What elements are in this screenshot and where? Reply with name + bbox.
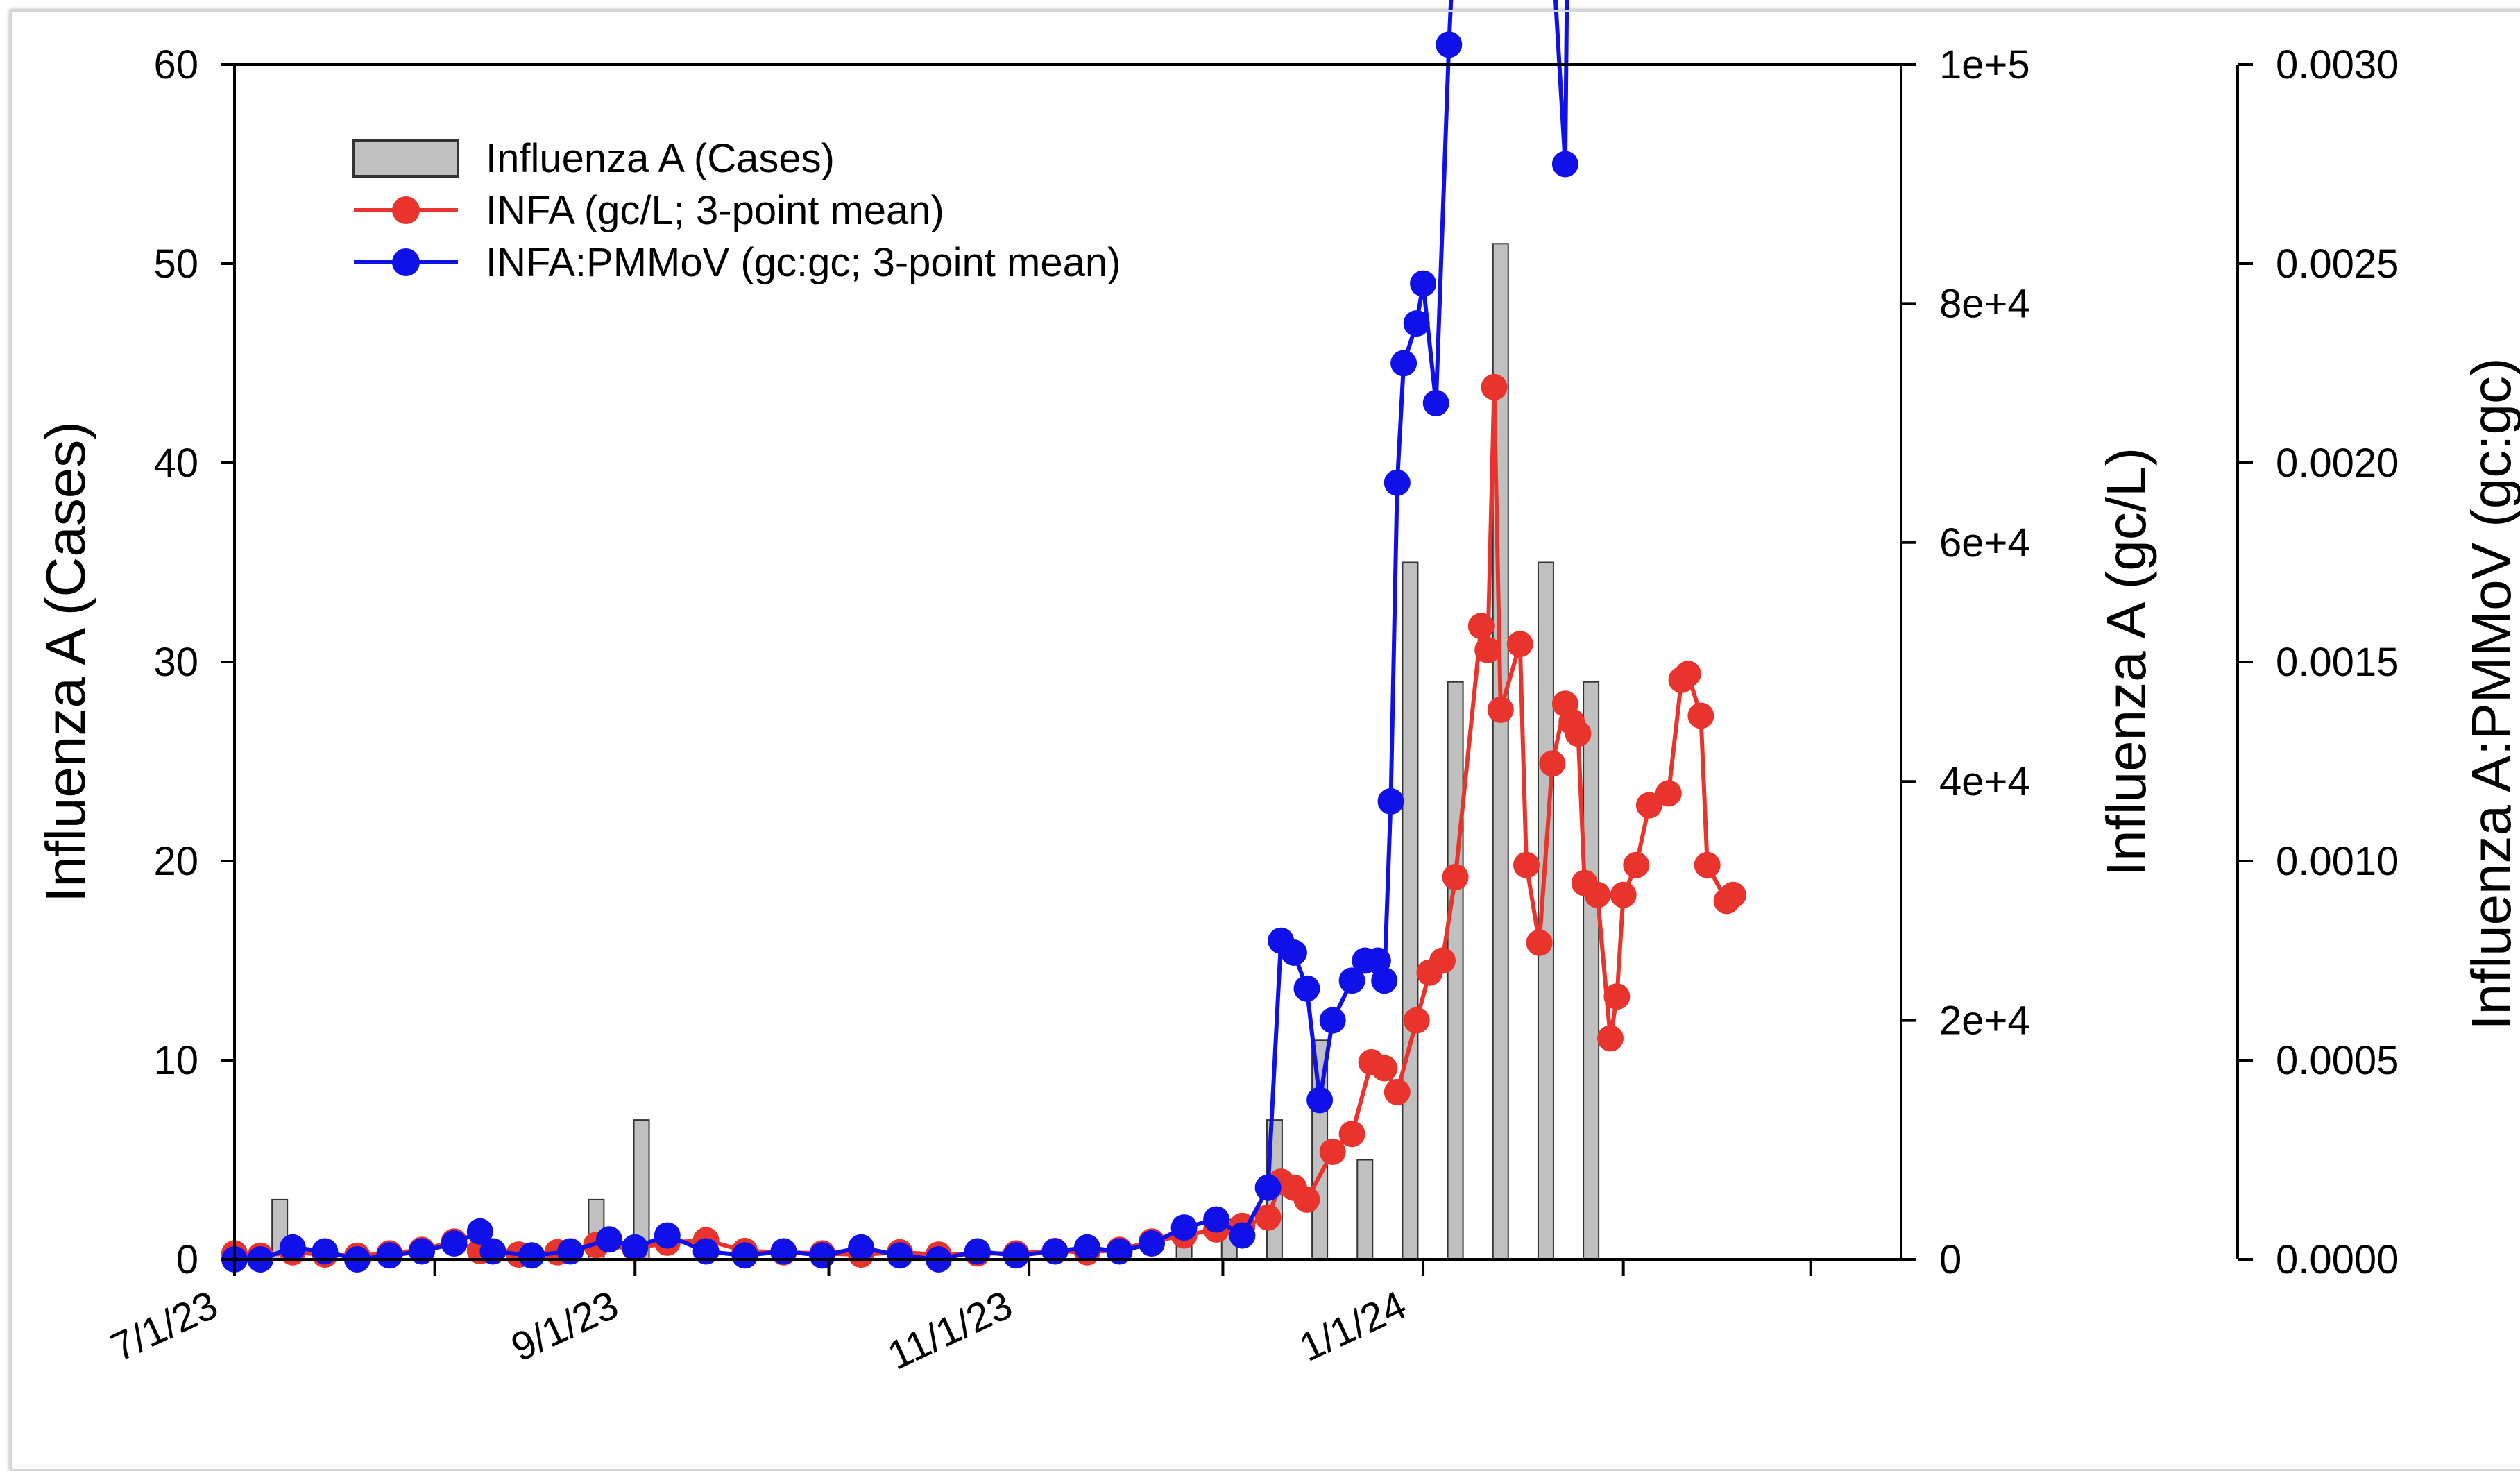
data-point bbox=[1422, 389, 1449, 416]
data-point bbox=[1674, 661, 1701, 688]
y-mid-tick-label: 8e+4 bbox=[1939, 281, 2030, 326]
y-right-tick-label: 0.0030 bbox=[2276, 42, 2399, 87]
y-left-axis-title: Influenza A (Cases) bbox=[35, 421, 96, 903]
data-point bbox=[1603, 983, 1631, 1010]
data-point bbox=[1584, 881, 1611, 908]
y-left-tick-label: 30 bbox=[153, 640, 198, 685]
data-point bbox=[1371, 1055, 1398, 1082]
data-point bbox=[1306, 1087, 1334, 1114]
data-point bbox=[731, 1242, 758, 1269]
data-point bbox=[1364, 947, 1391, 974]
data-point bbox=[1073, 1234, 1100, 1261]
data-point bbox=[1390, 350, 1418, 377]
data-point bbox=[1403, 310, 1430, 337]
data-point bbox=[1338, 967, 1365, 994]
y-left-tick-label: 0 bbox=[176, 1237, 198, 1282]
data-point bbox=[1623, 851, 1650, 878]
data-point bbox=[1293, 975, 1320, 1002]
y-right-axis-title: Influenza A:PMMoV (gc:gc) bbox=[2460, 357, 2520, 1030]
data-point bbox=[1597, 1025, 1624, 1052]
data-point bbox=[1319, 1139, 1346, 1165]
y-mid-tick-label: 4e+4 bbox=[1939, 759, 2030, 804]
data-point bbox=[1170, 1214, 1198, 1241]
data-point bbox=[1687, 702, 1714, 729]
data-point bbox=[886, 1242, 913, 1269]
data-point bbox=[596, 1226, 622, 1253]
data-point bbox=[1635, 792, 1662, 819]
y-right-tick-label: 0.0005 bbox=[2276, 1038, 2399, 1083]
data-point bbox=[1377, 788, 1404, 815]
legend-swatch-marker bbox=[392, 196, 420, 224]
y-left-tick-label: 10 bbox=[153, 1038, 198, 1083]
y-left-tick-label: 60 bbox=[153, 42, 198, 87]
y-mid-tick-label: 6e+4 bbox=[1939, 520, 2030, 566]
data-point bbox=[1229, 1222, 1256, 1249]
data-point bbox=[1003, 1242, 1030, 1269]
data-point bbox=[1551, 151, 1578, 178]
data-point bbox=[848, 1234, 875, 1261]
legend-label-infa-pmmov: INFA:PMMoV (gc:gc; 3-point mean) bbox=[486, 240, 1121, 285]
data-point bbox=[1487, 696, 1514, 723]
y-right-tick-label: 0.0000 bbox=[2276, 1237, 2399, 1282]
y-mid-tick-label: 2e+4 bbox=[1939, 998, 2030, 1044]
data-point bbox=[1139, 1230, 1165, 1257]
data-point bbox=[1384, 1078, 1411, 1105]
data-point bbox=[1319, 1007, 1346, 1034]
y-left-tick-label: 20 bbox=[153, 839, 198, 884]
data-point bbox=[1403, 1007, 1430, 1034]
data-point bbox=[1203, 1206, 1230, 1233]
y-mid-tick-label: 0 bbox=[1939, 1237, 1961, 1282]
data-point bbox=[1506, 631, 1533, 658]
y-right-tick-label: 0.0025 bbox=[2276, 241, 2399, 287]
data-point bbox=[1384, 469, 1411, 496]
data-point bbox=[1467, 613, 1495, 640]
data-point bbox=[1280, 939, 1307, 966]
legend: Influenza A (Cases) INFA (gc/L; 3-point m… bbox=[352, 136, 1121, 285]
data-point bbox=[376, 1242, 403, 1269]
y-left-tick-label: 40 bbox=[153, 441, 198, 486]
data-point bbox=[1436, 31, 1463, 58]
chart-border bbox=[10, 10, 2520, 1471]
data-point bbox=[654, 1222, 681, 1249]
y-mid-tick-label: 1e+5 bbox=[1939, 42, 2030, 87]
data-point bbox=[1610, 881, 1637, 908]
data-point bbox=[1442, 864, 1469, 890]
data-point bbox=[1565, 720, 1592, 747]
data-point bbox=[279, 1234, 306, 1261]
data-point bbox=[1526, 929, 1553, 956]
data-point bbox=[1513, 851, 1540, 878]
y-mid-axis-title: Influenza A (gc/L) bbox=[2095, 448, 2157, 876]
y-right-tick-label: 0.0010 bbox=[2276, 839, 2399, 884]
data-point bbox=[1410, 270, 1437, 297]
y-right-tick-label: 0.0015 bbox=[2276, 640, 2399, 685]
data-point bbox=[1539, 750, 1566, 777]
data-point bbox=[1474, 636, 1501, 663]
data-point bbox=[1655, 780, 1682, 807]
data-point bbox=[1254, 1204, 1282, 1231]
line-series-infa-pmmov bbox=[221, 0, 1578, 1273]
data-point bbox=[1293, 1186, 1320, 1213]
data-point bbox=[466, 1218, 493, 1245]
data-point bbox=[1429, 947, 1456, 974]
legend-label-cases: Influenza A (Cases) bbox=[486, 136, 835, 181]
data-point bbox=[518, 1242, 545, 1269]
data-point bbox=[1694, 851, 1721, 878]
y-left-tick-label: 50 bbox=[153, 241, 198, 287]
legend-swatch-marker bbox=[392, 248, 420, 276]
data-point bbox=[622, 1234, 649, 1261]
data-point bbox=[1481, 373, 1508, 400]
data-point bbox=[441, 1230, 468, 1257]
data-point bbox=[1254, 1174, 1282, 1201]
y-right-tick-label: 0.0020 bbox=[2276, 441, 2399, 486]
data-point bbox=[1719, 881, 1746, 908]
data-point bbox=[1338, 1121, 1365, 1148]
legend-swatch-bar bbox=[352, 139, 459, 178]
data-point bbox=[1371, 967, 1398, 994]
legend-label-infa: INFA (gc/L; 3-point mean) bbox=[486, 188, 944, 233]
